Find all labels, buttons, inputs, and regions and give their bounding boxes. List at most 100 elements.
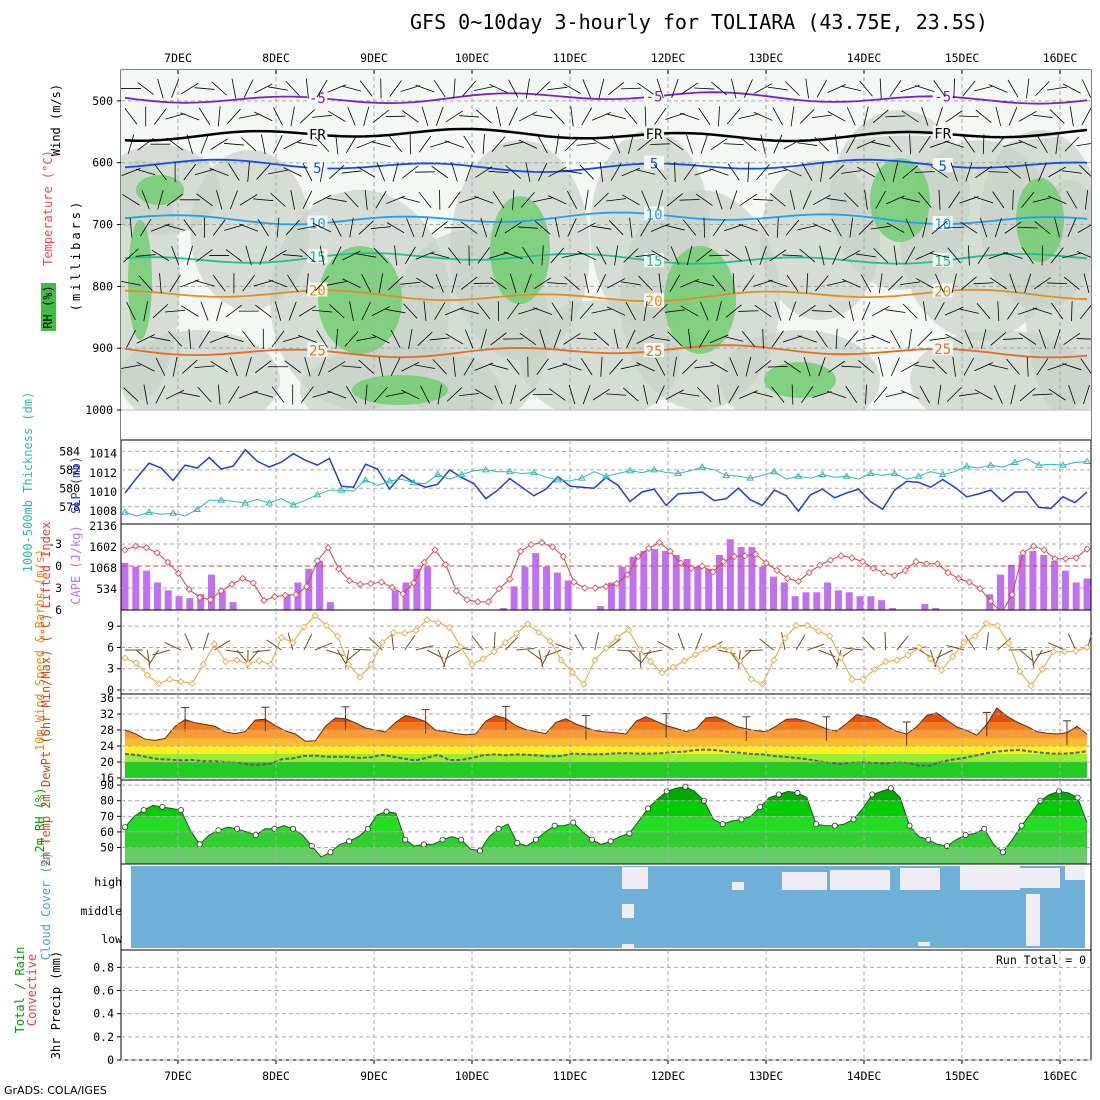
upper-wind-barb: [301, 386, 314, 403]
wind-barb: [574, 634, 585, 651]
upper-wind-barb: [269, 249, 287, 262]
wind-speed-point: [501, 638, 509, 647]
upper-wind-barb: [579, 303, 594, 319]
upper-wind-barb: [888, 275, 903, 291]
upper-wind-barb: [591, 308, 612, 314]
tick-label: 80: [100, 794, 114, 808]
upper-wind-barb: [802, 163, 813, 181]
upper-wind-barb: [730, 190, 738, 210]
wind-barb: [303, 633, 313, 651]
wind-barb: [555, 643, 573, 651]
upper-wind-barb: [430, 140, 450, 148]
upper-wind-barb: [995, 106, 1002, 127]
upper-wind-barb: [815, 275, 829, 292]
wind-speed-point: [311, 611, 319, 620]
upper-wind-barb: [783, 167, 802, 177]
upper-wind-barb: [298, 305, 317, 317]
upper-wind-barb: [857, 166, 875, 178]
rh-shade-green: [352, 375, 448, 405]
rh-point: [402, 836, 409, 843]
cape-bar: [661, 551, 669, 610]
upper-wind-barb: [459, 308, 479, 315]
upper-wind-barb: [1081, 79, 1091, 98]
upper-wind-barb: [1010, 384, 1016, 405]
slp-tick: 1012: [89, 466, 117, 480]
cloud-panel: high middle low Cloud Cover (%): [39, 852, 1092, 960]
cape-bar: [597, 606, 605, 610]
upper-wind-barb: [979, 218, 988, 238]
upper-wind-barb: [541, 245, 544, 266]
x-tick-label-top: 11DEC: [553, 51, 588, 65]
precip-total-label: Total / Rain: [13, 947, 27, 1034]
rh-shade-green: [764, 362, 836, 398]
upper-wind-barb: [223, 142, 244, 146]
upper-wind-barb: [150, 336, 171, 342]
upper-wind-barb: [638, 275, 653, 291]
upper-wind-barb: [287, 274, 299, 292]
wind-speed-point: [535, 628, 543, 637]
upper-wind-barb: [422, 217, 428, 238]
cape-bar: [564, 580, 572, 610]
wind-barb: [829, 649, 839, 667]
cape-tick: 1068: [89, 561, 117, 575]
x-tick-label-top: 16DEC: [1043, 51, 1078, 65]
upper-wind-barb: [892, 162, 899, 182]
upper-wind-barb: [1017, 226, 1038, 229]
cape-bar: [997, 574, 1005, 610]
wind-barb: [415, 645, 434, 651]
thickness-point: [578, 474, 586, 481]
wind-barb: [252, 649, 271, 653]
cape-bar: [143, 570, 151, 610]
rh-point: [514, 839, 521, 846]
upper-wind-barb: [856, 253, 876, 258]
isotherm-label-bg: [307, 126, 328, 141]
thickness-point: [481, 465, 490, 473]
lifted-index-point: [142, 544, 150, 552]
wind-speed-point: [1027, 682, 1035, 690]
upper-wind-barb: [171, 245, 180, 265]
upper-wind-barb: [687, 328, 692, 349]
upper-wind-barb: [488, 363, 509, 370]
isotherm-label-bg: [644, 343, 665, 358]
lifted-index-point: [1040, 546, 1048, 554]
upper-wind-barb: [728, 385, 740, 404]
upper-wind-barb: [739, 390, 758, 399]
rh-point: [906, 822, 913, 829]
upper-wind-barb: [797, 142, 818, 146]
upper-wind-barb: [460, 221, 478, 234]
upper-wind-barb: [401, 110, 419, 123]
upper-wind-barb: [1062, 252, 1082, 259]
upper-wind-barb: [570, 106, 574, 127]
upper-wind-barb: [1038, 162, 1047, 182]
upper-wind-barb: [826, 198, 847, 202]
upper-wind-barb: [934, 302, 945, 321]
upper-wind-barb: [643, 384, 648, 405]
isotherm-line: [124, 211, 1088, 226]
run-total: Run Total = 0: [996, 953, 1086, 967]
wind-barb: [148, 649, 159, 666]
thickness-point: [722, 471, 731, 478]
upper-wind-barb: [547, 282, 568, 285]
cape-tick: 2136: [89, 519, 117, 533]
cape-bar: [737, 547, 745, 610]
upper-wind-barb: [584, 273, 590, 294]
upper-wind-barb: [283, 167, 302, 177]
wind-speed-point: [814, 627, 823, 635]
upper-wind-barb: [305, 78, 309, 99]
upper-wind-barb: [231, 78, 237, 99]
wind-speed-point: [300, 623, 308, 631]
upper-wind-barb: [739, 193, 757, 206]
tick-label: 0: [107, 683, 114, 697]
cape-bar: [802, 592, 810, 610]
upper-wind-barb: [935, 273, 944, 293]
thickness-point: [866, 469, 875, 477]
lifted-index-point: [655, 538, 664, 547]
cloud-gap: [782, 872, 827, 890]
lifted-index-point: [260, 596, 268, 605]
upper-air-panel: -5-5-5FRFRFR555101010151515202020252525 …: [41, 69, 1092, 441]
upper-wind-barb: [856, 139, 876, 149]
upper-wind-barb: [596, 246, 607, 265]
lifted-index-point: [217, 587, 225, 595]
